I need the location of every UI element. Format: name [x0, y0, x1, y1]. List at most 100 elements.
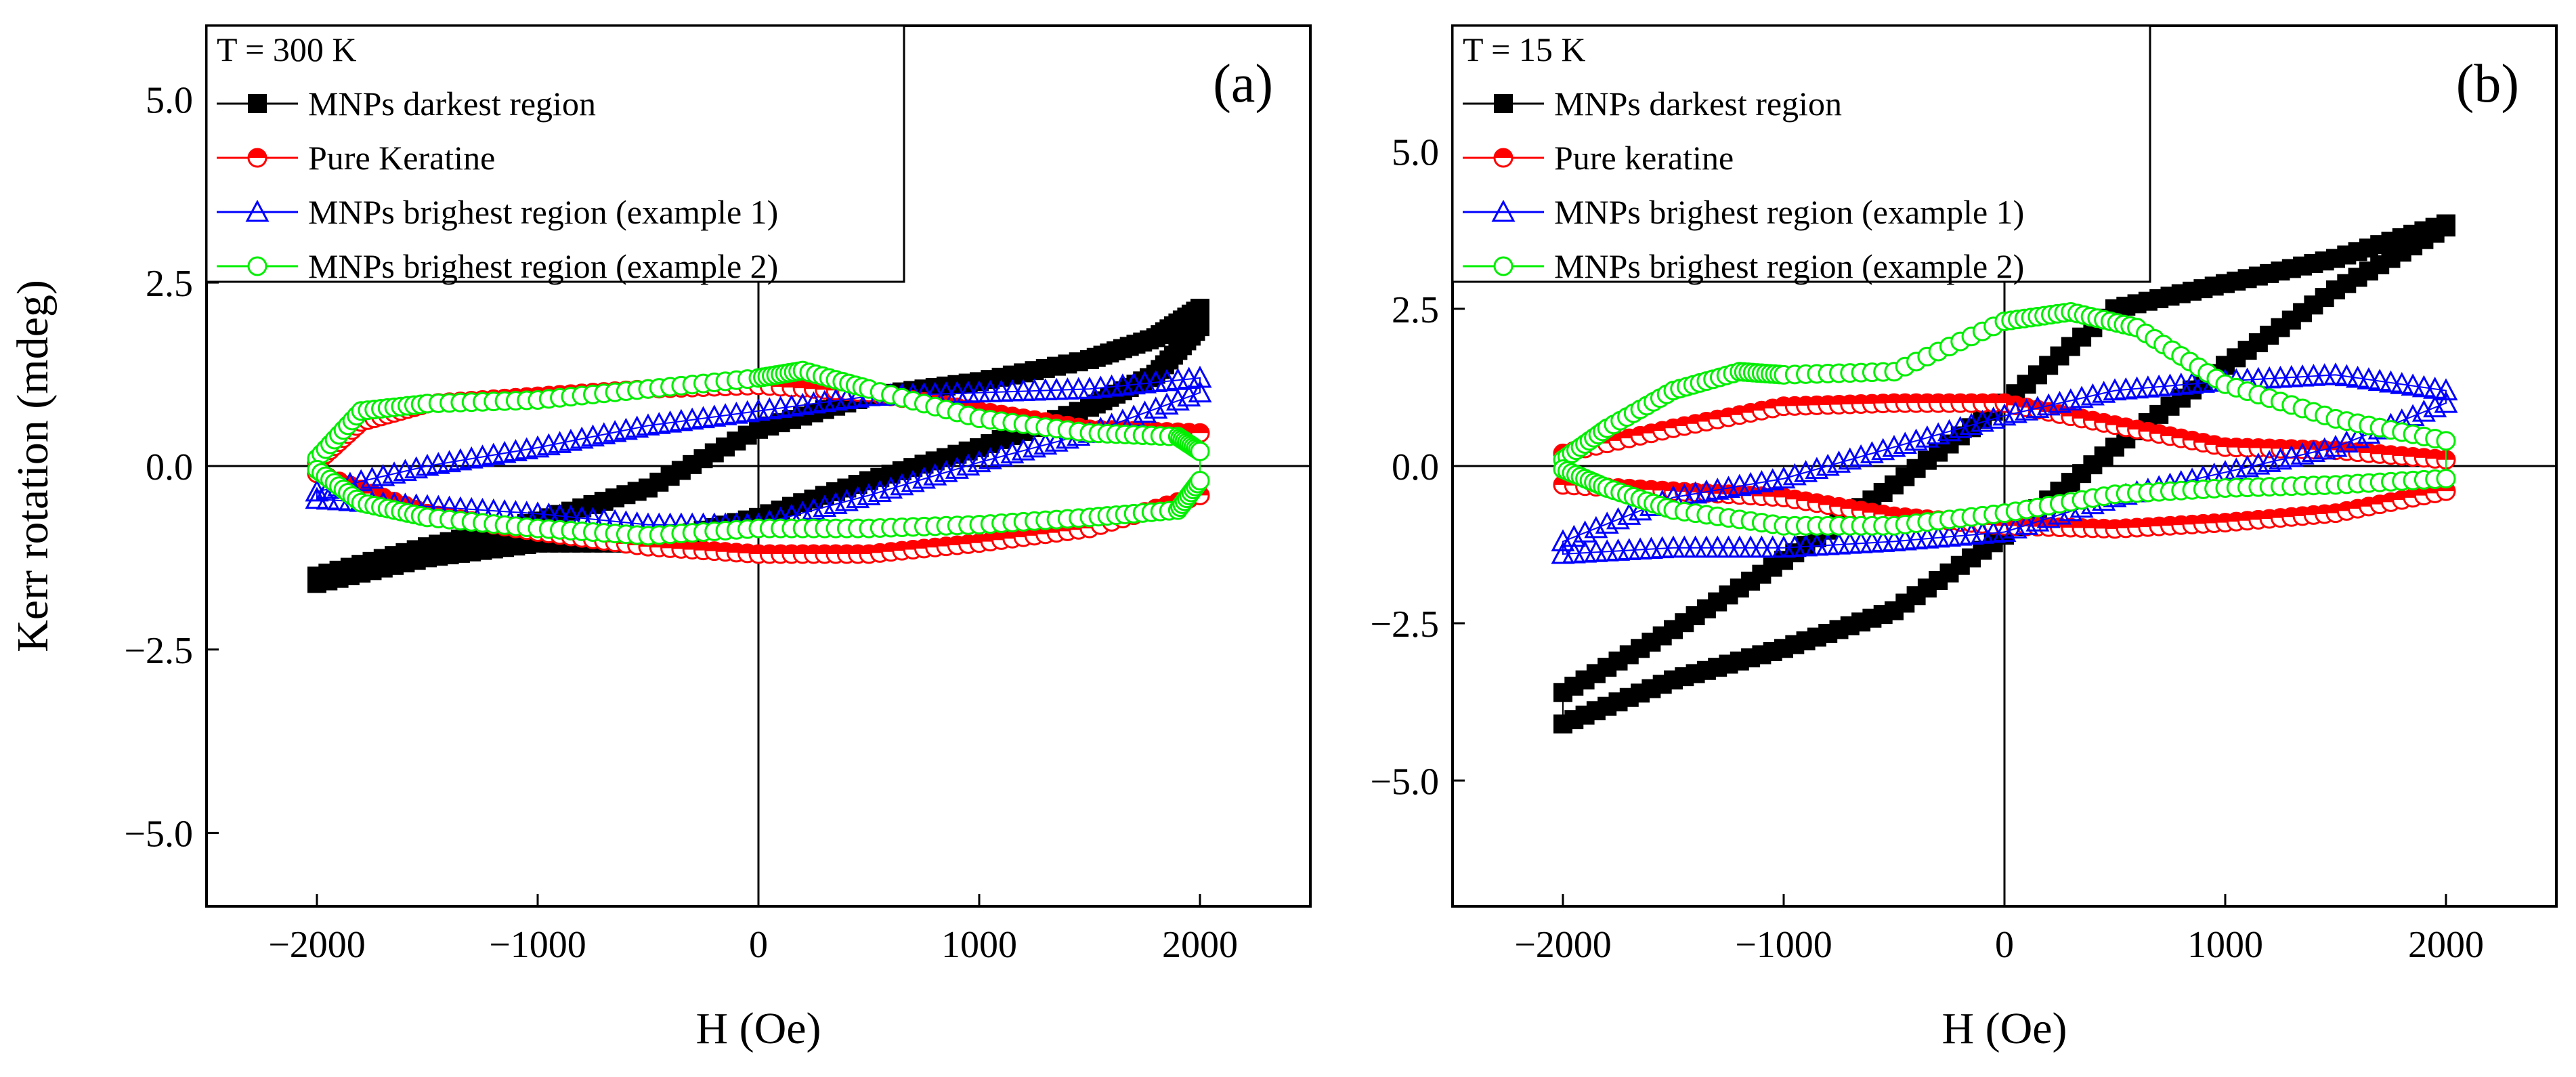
legend-label: MNPs darkest region [1554, 85, 1842, 123]
x-axis-title: H (Oe) [695, 1004, 821, 1053]
series-2-point-160 [1177, 384, 1201, 407]
legend-entry: MNPs brighest region (example 2) [1463, 247, 2024, 285]
legend-entry: Pure Keratine [217, 139, 495, 177]
series-2-point-78 [2411, 375, 2436, 398]
series-2-point-5 [1606, 507, 1631, 530]
series-2-point-157 [1144, 396, 1168, 419]
series-2-point-75 [2378, 370, 2403, 393]
legend-marker-point-2 [1491, 199, 1516, 222]
series-layer [1551, 214, 2458, 734]
legend-label: MNPs brighest region (example 1) [308, 193, 778, 231]
series-2-point-158 [1155, 392, 1179, 415]
axis-ticks: −2000 −1000 0 1000 2000 −5.0 −2.5 0.0 2.5 5.0 [124, 79, 1238, 966]
x-tick-label: 0 [1995, 924, 2014, 966]
series-2-point-70 [2323, 362, 2348, 385]
series-2-point-81 [305, 486, 329, 509]
y-tick-label: 2.5 [1392, 289, 1439, 331]
y-tick-label: 5.0 [1392, 132, 1439, 174]
x-tick-label: 0 [749, 924, 768, 966]
series-2-point-0 [1551, 529, 1575, 551]
legend-label: MNPs darkest region [308, 85, 596, 123]
series-layer [305, 299, 1212, 593]
series-2-point-153 [2346, 425, 2370, 448]
series-open-circle [1553, 302, 2456, 536]
series-2-point-1 [1562, 524, 1586, 547]
y-tick-label: 0.0 [146, 446, 193, 488]
y-tick-label: −5.0 [1370, 761, 1439, 803]
legend-entry: Pure keratine [1463, 139, 1734, 177]
series-0-point-161 [2437, 217, 2455, 237]
series-2-point-73 [2357, 367, 2381, 389]
x-tick-label: −2000 [268, 924, 366, 966]
legend-label: Pure Keratine [308, 139, 495, 177]
series-2-point-156 [1132, 400, 1157, 423]
series-2-point-80 [2434, 378, 2458, 401]
series-2-point-161 [1188, 380, 1212, 403]
series-3-point-110 [2436, 431, 2456, 451]
series-2-point-6 [1617, 503, 1641, 525]
series-3-point-201 [2436, 469, 2456, 489]
legend-label: Pure keratine [1554, 139, 1734, 177]
y-axis-title: Kerr rotation (mdeg) [8, 280, 58, 652]
legend-label: MNPs brighest region (example 2) [308, 247, 778, 285]
legend-entry: MNPs brighest region (example 1) [217, 193, 778, 231]
y-tick-label: 0.0 [1392, 446, 1439, 488]
legend: T = 15 K MNPs darkest region Pure keratin… [1451, 24, 2151, 285]
x-tick-label: −1000 [1735, 924, 1832, 966]
x-tick-label: 1000 [2187, 924, 2263, 966]
legend-marker-point-3 [1493, 256, 1514, 276]
legend-marker-point-1 [1493, 148, 1514, 168]
series-2-point-71 [2334, 364, 2359, 387]
legend-marker-point-2 [245, 199, 270, 222]
legend-marker-point-3 [247, 256, 267, 276]
legend-box [205, 24, 905, 283]
panel-a: −2000 −1000 0 1000 2000 −5.0 −2.5 0.0 2.5 5.0 H (… [8, 24, 1312, 1053]
legend-entries: MNPs darkest region Pure keratine MNPs bri… [1463, 85, 2024, 285]
y-tick-label: −5.0 [124, 814, 193, 856]
series-2-point-3 [1584, 515, 1608, 538]
y-tick-label: 2.5 [146, 263, 193, 305]
panel-b: −2000 −1000 0 1000 2000 −5.0 −2.5 0.0 2.5 5.0 H (… [1370, 24, 2558, 1053]
series-2-point-80 [1188, 365, 1212, 388]
series-2-point-152 [2334, 430, 2359, 453]
x-tick-label: −2000 [1514, 924, 1612, 966]
series-2-point-159 [2411, 399, 2436, 422]
y-tick-label: 5.0 [146, 79, 193, 121]
temperature-label: T = 15 K [1463, 30, 1585, 68]
series-2-point-74 [2367, 368, 2392, 392]
series-2-point-4 [1595, 511, 1619, 534]
legend-marker-point-1 [247, 148, 267, 168]
legend-marker-point-0 [1494, 94, 1513, 113]
legend-entry: MNPs darkest region [1463, 85, 1842, 123]
legend-label: MNPs brighest region (example 2) [1554, 247, 2024, 285]
series-2-point-151 [2323, 434, 2348, 457]
legend: T = 300 K MNPs darkest region Pure Kerati… [205, 24, 905, 285]
series-line [1562, 374, 2447, 555]
series-open-circle [307, 360, 1210, 546]
series-2-point-160 [2423, 395, 2447, 418]
y-tick-label: −2.5 [1370, 604, 1439, 646]
temperature-label: T = 300 K [217, 30, 356, 68]
series-2-point-76 [2390, 372, 2414, 394]
series-0-point-181 [1190, 317, 1209, 337]
series-2-point-77 [2401, 373, 2425, 396]
series-2-point-159 [1165, 388, 1190, 411]
legend-entry: MNPs brighest region (example 2) [217, 247, 778, 285]
x-tick-label: 2000 [2408, 924, 2484, 966]
legend-marker-point-0 [248, 94, 267, 113]
x-tick-label: −1000 [489, 924, 586, 966]
panel-label: (b) [2456, 54, 2519, 114]
series-2-point-161 [2434, 390, 2458, 413]
series-filled-square [307, 299, 1209, 593]
y-tick-label: −2.5 [124, 630, 193, 672]
series-0-point-90 [1190, 299, 1209, 318]
series-3-point-110 [1190, 441, 1210, 461]
legend-box [1451, 24, 2151, 283]
series-3-point-211 [1190, 471, 1210, 491]
legend-entry: MNPs darkest region [217, 85, 596, 123]
x-axis-title: H (Oe) [1941, 1004, 2067, 1053]
legend-entry: MNPs brighest region (example 1) [1463, 193, 2024, 231]
series-2-point-82 [316, 487, 340, 510]
series-2-point-72 [2346, 365, 2370, 388]
